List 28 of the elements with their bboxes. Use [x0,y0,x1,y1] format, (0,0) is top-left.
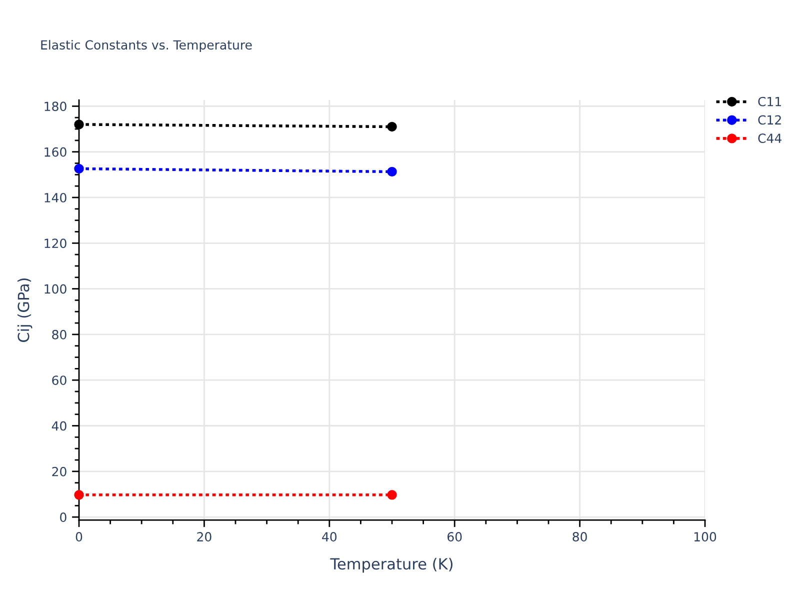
y-tick-label: 0 [60,512,66,522]
point [387,490,397,500]
x-axis-title: Temperature (K) [330,558,452,573]
point [74,164,84,174]
x-tick-label: 20 [197,532,212,542]
x-tick-label: 80 [572,532,587,542]
y-tick-label: 40 [52,421,66,431]
y-tick-label: 140 [44,192,66,202]
y-axis-title: Cij (GPa) [17,278,32,342]
x-tick-label: 0 [76,532,82,542]
y-tick-label: 60 [52,376,66,386]
x-tick-label: 40 [322,532,337,542]
y-tick-label: 80 [52,330,66,340]
legend-label: C11 [758,96,781,106]
y-tick-label: 20 [52,466,66,476]
point [74,120,84,130]
y-tick-label: 100 [44,284,66,294]
legend-label: C44 [758,134,782,143]
point [387,166,397,177]
point [74,490,84,500]
y-tick-label: 120 [44,238,66,248]
y-tick-label: 180 [44,102,66,112]
chart-title: Elastic Constants vs. Temperature [41,40,252,52]
legend-label: C12 [758,115,781,125]
x-tick-label: 100 [694,532,716,542]
x-tick-label: 60 [448,532,462,542]
point [387,122,397,132]
y-tick-label: 160 [44,147,66,157]
